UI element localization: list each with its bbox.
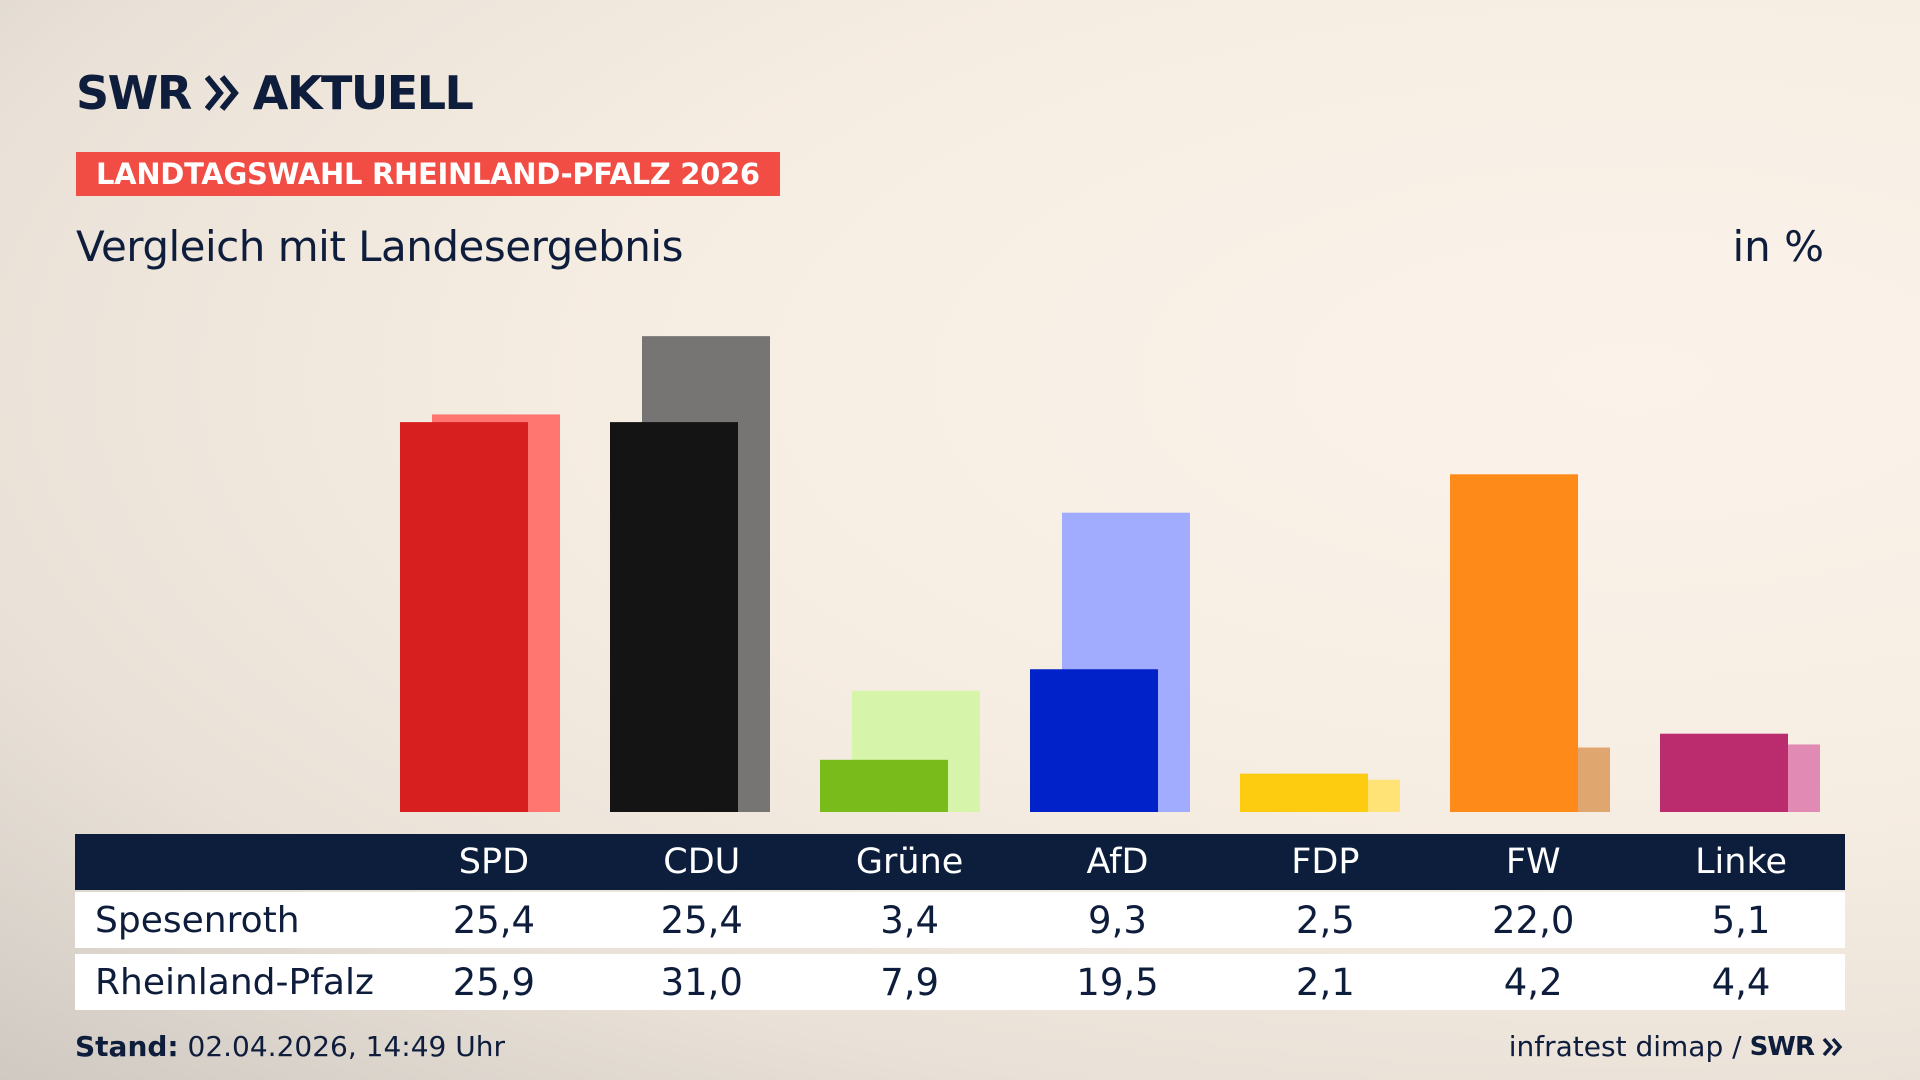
logo-swr-text: SWR: [76, 66, 192, 120]
unit-label: in %: [1732, 222, 1824, 271]
value-cell-fw: 22,0: [1492, 898, 1575, 942]
value-cell-afd: 9,3: [1088, 898, 1147, 942]
value-cell-spd: 25,4: [452, 898, 536, 942]
election-badge: LANDTAGSWAHL RHEINLAND-PFALZ 2026: [76, 152, 780, 196]
bar-spesenroth-fw: [1450, 474, 1578, 812]
source-brand: SWR: [1749, 1031, 1815, 1062]
value-cell-linke: 5,1: [1711, 898, 1771, 942]
double-chevron-icon: [1822, 1037, 1843, 1056]
table-row-spesenroth: Spesenroth 25,4 25,4 3,4 9,3 2,5 22,0 5,1: [75, 892, 1845, 948]
bar-spesenroth-linke: [1660, 733, 1788, 812]
bar-spesenroth-gruene: [820, 759, 948, 812]
source-credit: infratest dimap / SWR: [1509, 1030, 1844, 1063]
timestamp: Stand: 02.04.2026, 14:49 Uhr: [75, 1030, 505, 1063]
party-header-fw: FW: [1505, 842, 1561, 882]
row-label: Spesenroth: [95, 899, 300, 941]
source-text: infratest dimap /: [1508, 1030, 1742, 1063]
value-cell-fw: 4,2: [1503, 960, 1563, 1004]
chart-subtitle: Vergleich mit Landesergebnis: [76, 222, 683, 271]
value-cell-afd: 19,5: [1076, 960, 1159, 1004]
row-label: Rheinland-Pfalz: [95, 961, 374, 1003]
value-cell-fdp: 2,1: [1295, 960, 1355, 1004]
results-table: SPD CDU Grüne AfD FDP FW Linke Spesenroth 25,4…: [75, 834, 1845, 1010]
value-cell-gruene: 3,4: [880, 898, 940, 942]
value-cell-fdp: 2,5: [1295, 898, 1355, 942]
bar-spesenroth-afd: [1030, 669, 1158, 812]
party-header-spd: SPD: [458, 842, 530, 882]
party-header-cdu: CDU: [663, 842, 741, 882]
value-cell-cdu: 31,0: [660, 960, 743, 1004]
table-header-row: SPD CDU Grüne AfD FDP FW Linke: [75, 834, 1845, 890]
bar-chart: [400, 336, 1820, 812]
value-cell-linke: 4,4: [1711, 960, 1771, 1004]
bar-spesenroth-fdp: [1240, 773, 1368, 812]
logo-aktuell-text: AKTUELL: [252, 66, 474, 120]
value-cell-cdu: 25,4: [660, 898, 743, 942]
value-cell-spd: 25,9: [452, 960, 536, 1004]
party-header-fdp: FDP: [1291, 842, 1360, 882]
stand-label: Stand:: [75, 1030, 179, 1063]
party-header-afd: AfD: [1086, 842, 1149, 882]
swr-aktuell-logo: SWR AKTUELL: [76, 66, 474, 120]
value-cell-gruene: 7,9: [880, 960, 940, 1004]
party-header-gruene: Grüne: [855, 842, 964, 882]
table-header-spacer: [75, 834, 390, 890]
party-header-linke: Linke: [1695, 842, 1788, 882]
stand-value: 02.04.2026, 14:49 Uhr: [178, 1030, 505, 1063]
bar-spesenroth-cdu: [610, 422, 738, 812]
double-chevron-icon: [204, 75, 239, 111]
table-row-rheinland-pfalz: Rheinland-Pfalz 25,9 31,0 7,9 19,5 2,1 4,2 4,4: [75, 954, 1845, 1010]
bar-spesenroth-spd: [400, 422, 528, 812]
